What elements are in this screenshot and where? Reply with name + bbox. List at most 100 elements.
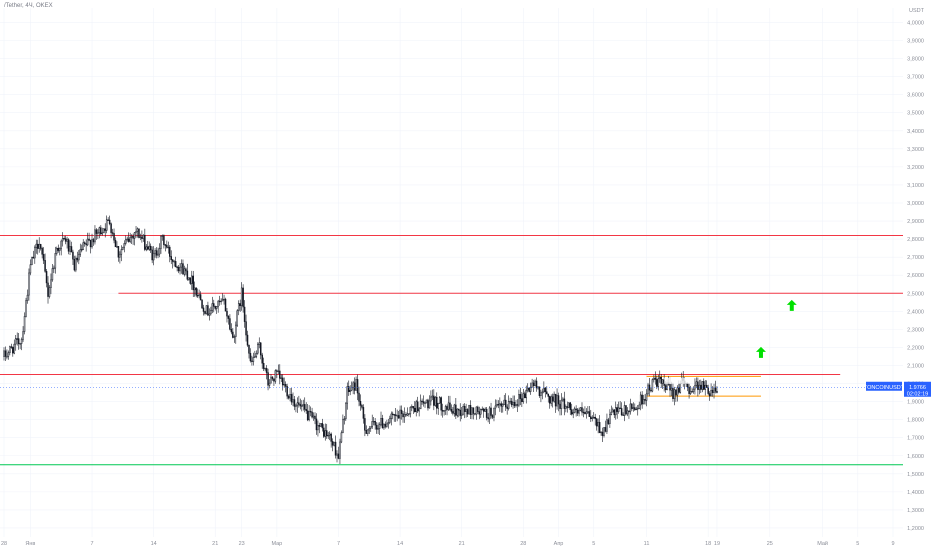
candle-body — [85, 243, 87, 246]
candle-body — [570, 409, 573, 415]
candle-body — [38, 244, 40, 249]
candle-body — [136, 228, 139, 232]
candle-body — [392, 413, 394, 415]
price-axis[interactable]: USDT 1,2000 1,3000 1,4000 1,5000 1,6000 1,7000… — [907, 8, 924, 532]
candle-body — [148, 245, 150, 250]
candle-body — [424, 402, 426, 404]
candle-body — [245, 321, 247, 336]
x-tick-label: 28 — [520, 541, 526, 547]
candle-body — [547, 393, 550, 397]
candle-body — [160, 236, 162, 249]
candle-body — [271, 376, 274, 380]
candle-body — [195, 287, 197, 296]
candle-body — [503, 399, 505, 405]
candle-body — [352, 382, 354, 388]
candle-body — [412, 406, 415, 409]
candle-body — [264, 368, 266, 370]
candle-body — [251, 360, 253, 362]
symbol-tag — [866, 381, 902, 391]
up-arrow-icon[interactable] — [755, 346, 766, 358]
candle-body — [193, 287, 196, 291]
y-tick-label: 2,5000 — [907, 291, 924, 297]
y-tick-label: 3,7000 — [907, 75, 924, 81]
candle-body — [298, 402, 300, 405]
candle-body — [465, 409, 467, 412]
candle-body — [419, 400, 422, 410]
up-arrows[interactable] — [755, 299, 797, 358]
candle-body — [365, 430, 368, 434]
candle-body — [623, 405, 626, 416]
candle-body — [585, 411, 588, 415]
candle-body — [105, 219, 108, 231]
candle-body — [443, 410, 445, 412]
candle-body — [639, 394, 642, 406]
horizontal-levels[interactable] — [0, 234, 903, 466]
candle-body — [32, 256, 35, 259]
y-tick-label: 2,6000 — [907, 273, 924, 279]
candle-body — [95, 229, 98, 234]
y-tick-label: 3,5000 — [907, 111, 924, 117]
candle-body — [152, 252, 155, 261]
candle-body — [474, 413, 476, 415]
candle-body — [258, 342, 261, 345]
candle-body — [199, 294, 202, 301]
candle-body — [100, 227, 102, 235]
candle-body — [375, 424, 378, 430]
candle-body — [364, 418, 366, 431]
y-tick-label: 3,0000 — [907, 201, 924, 207]
candle-body — [237, 303, 240, 311]
candle-body — [544, 387, 547, 392]
candle-body — [604, 427, 607, 432]
y-tick-label: 3,6000 — [907, 93, 924, 99]
candle-body — [421, 400, 423, 403]
x-tick-label: Май — [817, 540, 828, 547]
candle-body — [48, 287, 51, 297]
candle-body — [475, 406, 478, 415]
candle-body — [389, 418, 391, 423]
candle-body — [154, 250, 156, 254]
candle-body — [221, 298, 224, 302]
candle-body — [535, 380, 538, 389]
candle-body — [325, 430, 328, 437]
y-tick-label: 3,9000 — [907, 38, 924, 44]
candle-body — [103, 228, 105, 234]
candle-body — [101, 232, 104, 235]
candle-body — [440, 397, 442, 411]
candle-body — [532, 382, 535, 386]
time-axis[interactable]: 28 Янв 7 14 21 23 Мар 7 14 21 28 Апр 5 11 18 19 25 Май 5 9 — [1, 540, 895, 547]
candle-body — [408, 413, 410, 415]
candle-body — [559, 403, 561, 409]
candle-body — [569, 402, 572, 410]
candle-body — [108, 219, 111, 224]
candle-body — [361, 405, 363, 408]
candle-body — [192, 275, 194, 291]
candle-body — [714, 387, 717, 392]
candle-body — [86, 238, 89, 246]
candle-body — [78, 253, 80, 261]
candle-body — [306, 410, 309, 421]
candle-body — [255, 352, 258, 357]
candle-body — [72, 251, 74, 260]
candle-body — [113, 233, 115, 241]
candle-body — [403, 414, 406, 418]
y-tick-label: 1,5000 — [907, 472, 924, 478]
candle-body — [189, 277, 192, 284]
candle-body — [50, 279, 52, 288]
candle-body — [625, 405, 627, 415]
candle-body — [41, 248, 43, 255]
candle-body — [51, 268, 54, 281]
candle-body — [367, 429, 369, 434]
candle-body — [496, 403, 498, 407]
candle-body — [116, 246, 118, 248]
x-tick-label: 5 — [592, 541, 595, 547]
candle-body — [321, 423, 324, 429]
candle-body — [130, 236, 133, 238]
candle-body — [648, 384, 651, 391]
candle-body — [548, 396, 551, 404]
candle-body — [88, 238, 90, 241]
candle-body — [491, 415, 494, 418]
up-arrow-icon[interactable] — [786, 299, 797, 311]
candle-body — [378, 424, 381, 429]
